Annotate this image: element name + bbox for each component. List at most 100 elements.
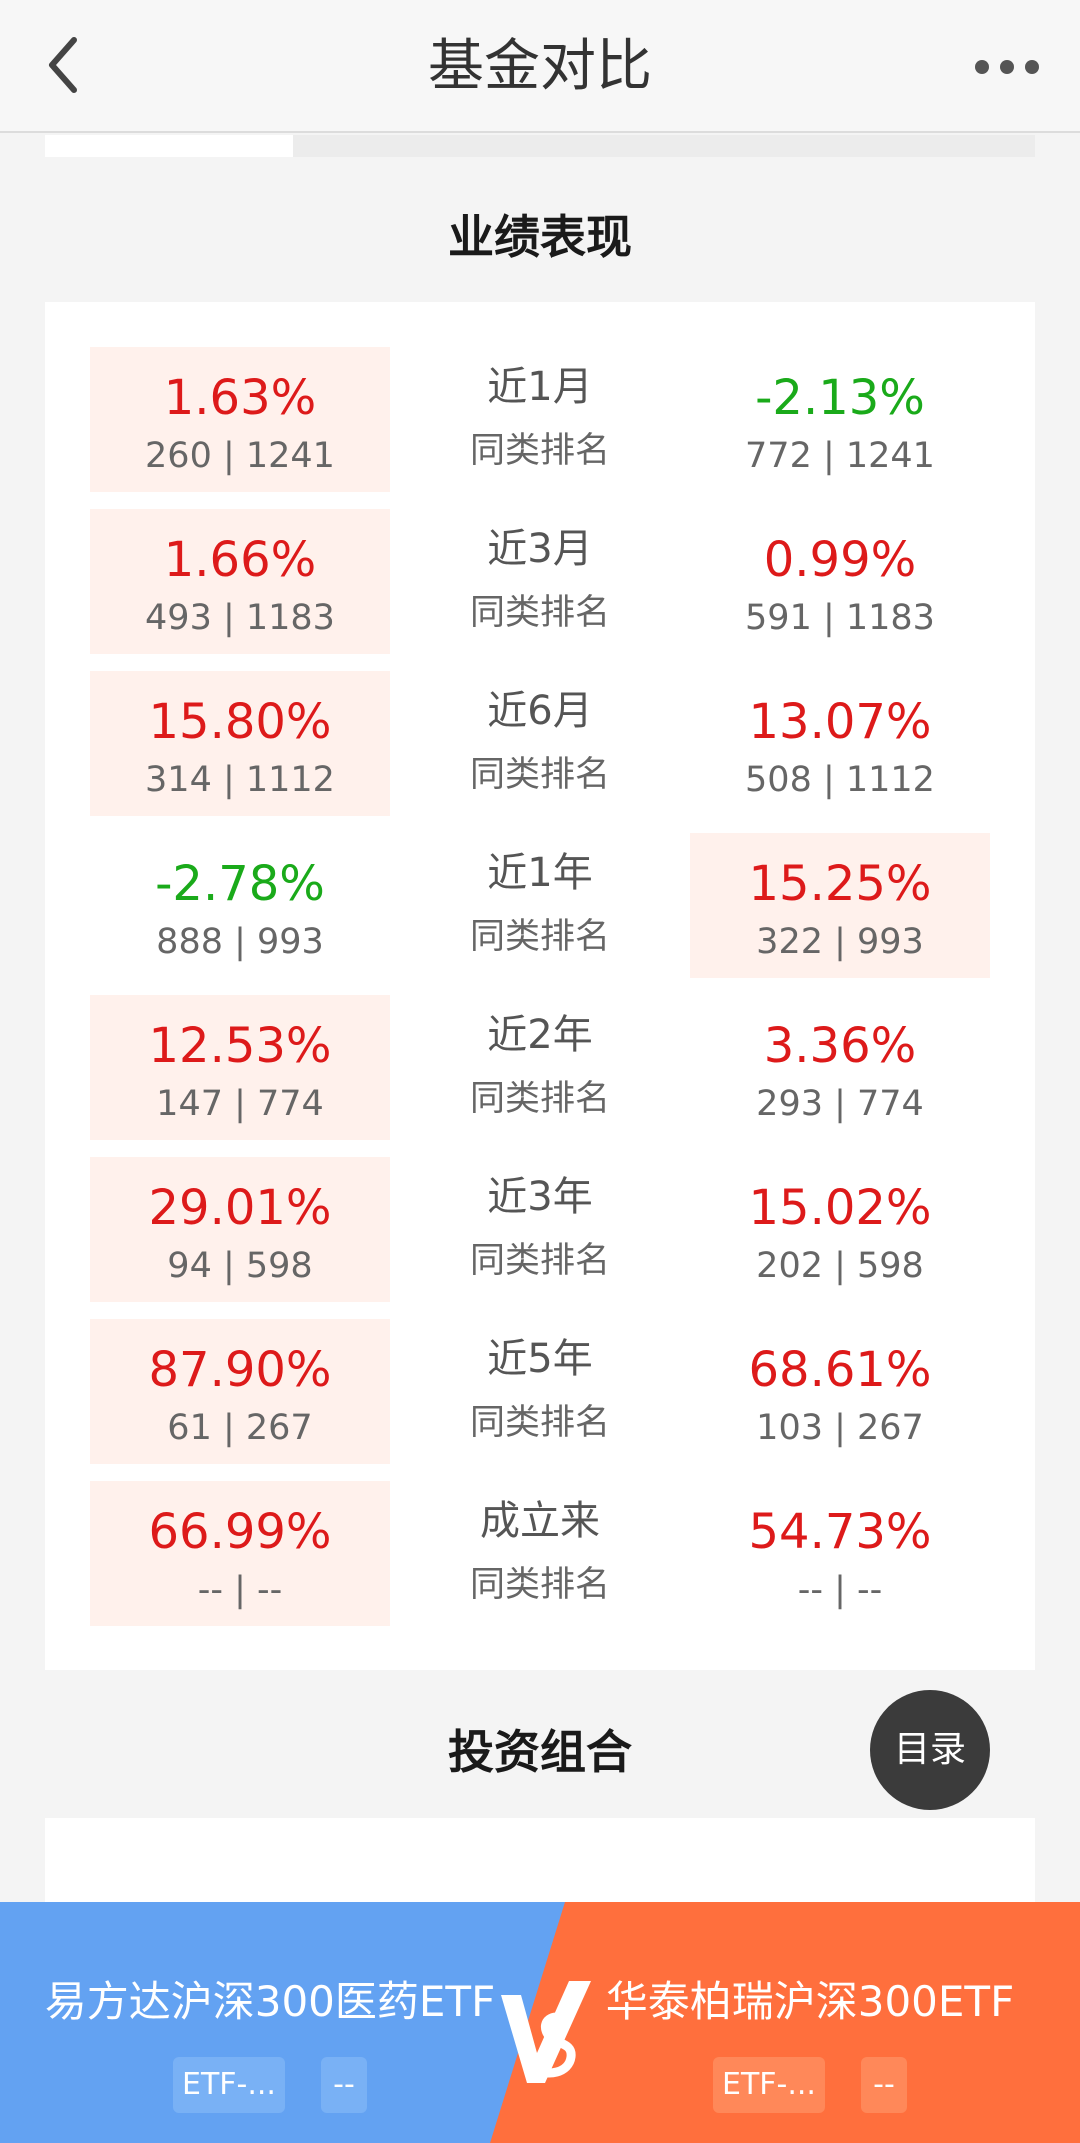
- left-fund-return-cell: 66.99% -- | --: [90, 1481, 390, 1626]
- right-fund-return-value: -2.13%: [755, 370, 925, 426]
- chevron-left-icon: [49, 37, 77, 93]
- right-fund-return-value: 3.36%: [763, 1018, 917, 1074]
- period-label-cell: 近1月同类排名: [435, 347, 645, 492]
- rank-label: 同类排名: [469, 755, 610, 795]
- left-fund-name[interactable]: 易方达沪深300医药ETF: [44, 1977, 496, 2026]
- right-fund-return-cell: 68.61% 103 | 267: [690, 1319, 990, 1464]
- left-fund-return-cell: -2.78% 888 | 993: [90, 833, 390, 978]
- right-fund-rank-value: 103 | 267: [756, 1408, 924, 1448]
- right-fund-rank-value: 772 | 1241: [745, 436, 935, 476]
- vs-icon: [501, 1981, 591, 2083]
- right-fund-rank-value: 508 | 1112: [745, 760, 935, 800]
- left-fund-return-value: 1.63%: [163, 370, 317, 426]
- rank-label: 同类排名: [469, 1079, 610, 1119]
- left-fund-return-value: 66.99%: [148, 1504, 332, 1560]
- period-label-cell: 近5年 同类排名: [435, 1319, 645, 1464]
- performance-row: 12.53% 147 | 774 3.36% 293 | 774 近2年同类排名: [45, 995, 1035, 1140]
- right-fund-type-tag: ETF-...: [713, 2057, 825, 2113]
- right-fund-rank-value: -- | --: [797, 1570, 883, 1610]
- section-title-performance: 业绩表现: [448, 210, 632, 264]
- right-fund-return-cell: 3.36% 293 | 774: [690, 995, 990, 1140]
- right-fund-return-value: 54.73%: [748, 1504, 932, 1560]
- left-fund-return-value: 87.90%: [148, 1342, 332, 1398]
- right-fund-return-value: 0.99%: [763, 532, 917, 588]
- left-fund-tag: --: [321, 2057, 367, 2113]
- more-button[interactable]: [972, 52, 1042, 82]
- right-fund-return-cell: 15.25% 322 | 993: [690, 833, 990, 978]
- period-label: 近5年: [487, 1336, 593, 1382]
- right-fund-return-value: 68.61%: [748, 1342, 932, 1398]
- period-label: 近3年: [487, 1174, 593, 1220]
- left-fund-rank-value: 493 | 1183: [145, 598, 335, 638]
- period-label-cell: 成立来 同类排名: [435, 1481, 645, 1626]
- performance-row: 1.63% 260 | 1241 -2.13% 772 | 1241 近1月同类排名: [45, 347, 1035, 492]
- more-dots-icon: [975, 60, 1039, 74]
- period-label: 近1年: [487, 850, 593, 896]
- rank-label: 同类排名: [469, 1565, 610, 1605]
- period-label-cell: 近1年同类排名: [435, 833, 645, 978]
- left-fund-return-value: 15.80%: [148, 694, 332, 750]
- right-fund-tag: --: [861, 2057, 907, 2113]
- section-title-portfolio: 投资组合: [448, 1725, 632, 1779]
- toc-button[interactable]: 目录: [870, 1690, 990, 1810]
- performance-card: 1.63% 260 | 1241 -2.13% 772 | 1241 近1月 同类排名 1.…: [45, 302, 1035, 1670]
- rank-label: 同类排名: [469, 431, 610, 471]
- period-label-cell: 近6月同类排名: [435, 671, 645, 816]
- right-fund-return-value: 15.25%: [748, 856, 932, 912]
- period-label-cell: 近2年同类排名: [435, 995, 645, 1140]
- performance-row: 66.99% -- | -- 54.73% -- | -- 成立来同类排名: [45, 1481, 1035, 1626]
- left-fund-rank-value: 61 | 267: [167, 1408, 313, 1448]
- rank-label: 同类排名: [469, 917, 610, 957]
- left-fund-rank-value: 147 | 774: [156, 1084, 324, 1124]
- left-fund-return-cell: 1.66% 493 | 1183: [90, 509, 390, 654]
- right-fund-return-cell: 0.99% 591 | 1183: [690, 509, 990, 654]
- period-label: 成立来: [480, 1498, 600, 1544]
- left-fund-return-cell: 15.80% 314 | 1112: [90, 671, 390, 816]
- left-fund-type-tag: ETF-...: [173, 2057, 285, 2113]
- period-label: 近6月: [487, 688, 593, 734]
- performance-row: 1.66% 493 | 1183 0.99% 591 | 1183 近3月同类排名: [45, 509, 1035, 654]
- left-fund-return-cell: 1.63% 260 | 1241: [90, 347, 390, 492]
- fund-compare-bar: 易方达沪深300医药ETF ETF-... -- 华泰柏瑞沪深300ETF ET…: [0, 1902, 1080, 2143]
- period-label-cell: 近3月同类排名: [435, 509, 645, 654]
- period-label: 近3月: [487, 526, 593, 572]
- right-fund-return-cell: 15.02% 202 | 598: [690, 1157, 990, 1302]
- left-fund-rank-value: 94 | 598: [167, 1246, 313, 1286]
- rank-label: 同类排名: [469, 1241, 610, 1281]
- left-fund-return-cell: 29.01% 94 | 598: [90, 1157, 390, 1302]
- period-label: 近2年: [487, 1012, 593, 1058]
- rank-label: 同类排名: [469, 593, 610, 633]
- right-fund-rank-value: 591 | 1183: [745, 598, 935, 638]
- tab-strip: [45, 135, 1035, 157]
- back-button[interactable]: [40, 30, 100, 100]
- page-title: 基金对比: [428, 34, 652, 99]
- performance-row: 87.90% 61 | 267 68.61% 103 | 267 近5年 同类排名: [45, 1319, 1035, 1464]
- left-fund-rank-value: 888 | 993: [156, 922, 324, 962]
- right-fund-return-value: 15.02%: [748, 1180, 932, 1236]
- left-fund-return-value: 1.66%: [163, 532, 317, 588]
- right-fund-rank-value: 202 | 598: [756, 1246, 924, 1286]
- performance-row: -2.78% 888 | 993 15.25% 322 | 993 近1年同类排名: [45, 833, 1035, 978]
- left-fund-return-value: 29.01%: [148, 1180, 332, 1236]
- period-label: 近1月: [487, 364, 593, 410]
- left-fund-rank-value: -- | --: [197, 1570, 283, 1610]
- top-nav-bar: 基金对比: [0, 0, 1080, 133]
- right-fund-return-cell: 54.73% -- | --: [690, 1481, 990, 1626]
- tab-active-indicator[interactable]: [45, 135, 293, 157]
- portfolio-card: [45, 1818, 1035, 1918]
- right-fund-return-cell: -2.13% 772 | 1241: [690, 347, 990, 492]
- performance-row: 15.80% 314 | 1112 13.07% 508 | 1112 近6月同类排名: [45, 671, 1035, 816]
- left-fund-rank-value: 260 | 1241: [145, 436, 335, 476]
- right-fund-return-value: 13.07%: [748, 694, 932, 750]
- right-fund-rank-value: 322 | 993: [756, 922, 924, 962]
- performance-row: 29.01% 94 | 598 15.02% 202 | 598 近3年同类排名: [45, 1157, 1035, 1302]
- left-fund-return-value: 12.53%: [148, 1018, 332, 1074]
- left-fund-return-cell: 87.90% 61 | 267: [90, 1319, 390, 1464]
- left-fund-return-cell: 12.53% 147 | 774: [90, 995, 390, 1140]
- left-fund-return-value: -2.78%: [155, 856, 325, 912]
- right-fund-name[interactable]: 华泰柏瑞沪深300ETF: [605, 1977, 1015, 2026]
- left-fund-rank-value: 314 | 1112: [145, 760, 335, 800]
- right-fund-rank-value: 293 | 774: [756, 1084, 924, 1124]
- right-fund-return-cell: 13.07% 508 | 1112: [690, 671, 990, 816]
- period-label-cell: 近3年同类排名: [435, 1157, 645, 1302]
